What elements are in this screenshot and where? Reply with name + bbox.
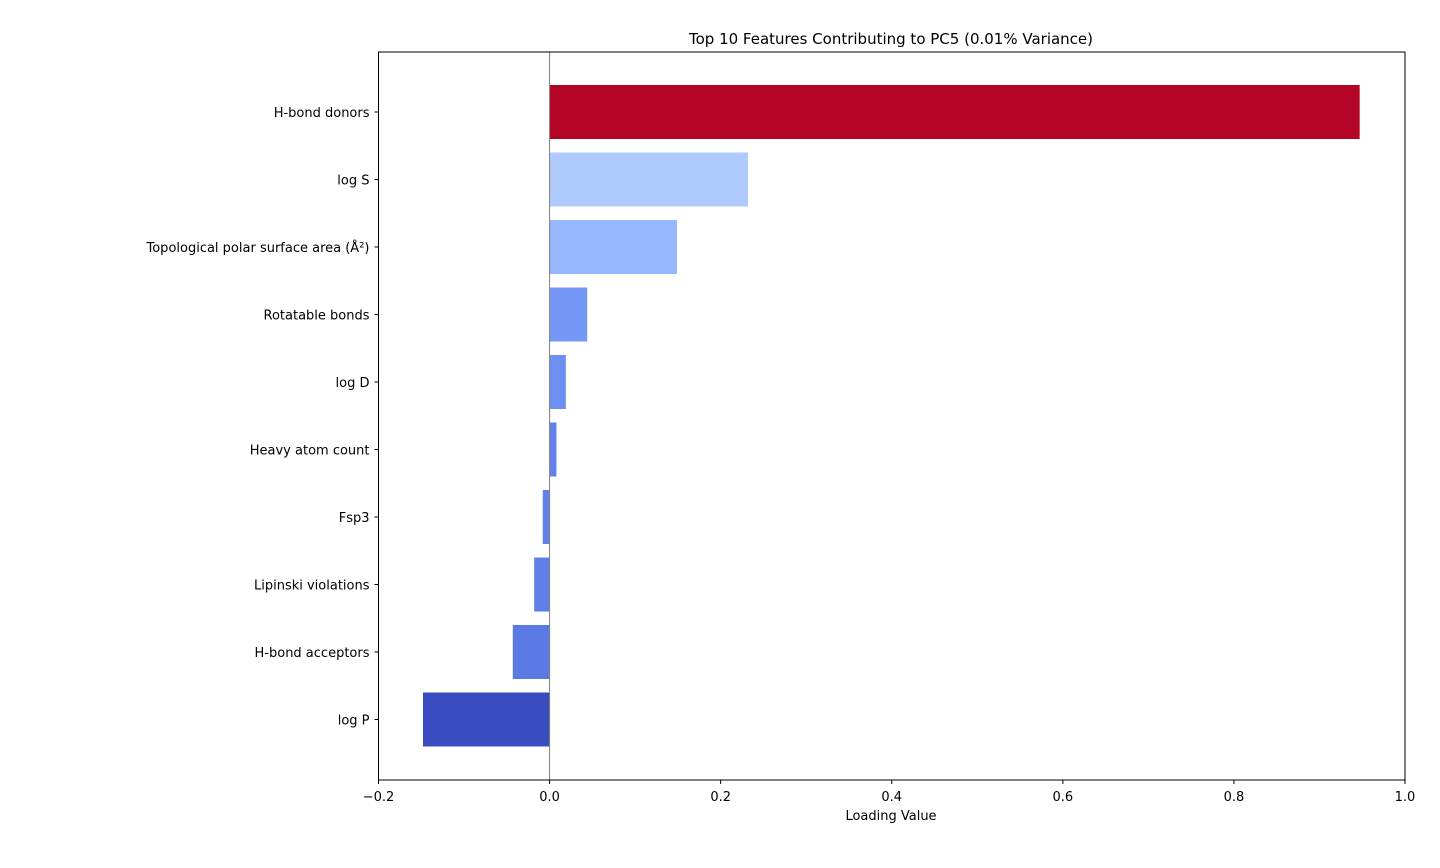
bar (549, 422, 557, 477)
y-tick-label: Lipinski violations (254, 579, 370, 594)
y-tick-label: log P (338, 714, 370, 729)
y-tick-label: H-bond donors (274, 106, 370, 121)
y-axis: H-bond donors log S Topological polar surf… (146, 106, 379, 729)
bar (549, 152, 749, 207)
y-tick-label: H-bond acceptors (255, 646, 370, 661)
bar (549, 355, 566, 409)
bar (549, 85, 1360, 139)
x-tick-label: 0.4 (881, 790, 902, 805)
x-tick-label: 0.0 (539, 790, 560, 805)
bar (512, 625, 550, 679)
y-tick-label: Topological polar surface area (Å²) (146, 240, 370, 256)
chart-title: Top 10 Features Contributing to PC5 (0.0… (688, 30, 1093, 48)
bars-layer (422, 85, 1360, 747)
y-tick-label: Heavy atom count (250, 444, 370, 459)
y-tick-label: Fsp3 (339, 511, 370, 526)
bar (422, 692, 550, 747)
x-tick-label: 1.0 (1395, 790, 1416, 805)
y-tick-label: Rotatable bonds (264, 309, 370, 324)
bar (542, 490, 550, 544)
x-tick-label: 0.6 (1052, 790, 1073, 805)
x-tick-label: 0.2 (710, 790, 731, 805)
bar (549, 287, 588, 342)
bar (534, 557, 550, 612)
x-tick-label: 0.8 (1224, 790, 1245, 805)
y-tick-label: log S (337, 174, 369, 189)
x-axis-label: Loading Value (845, 809, 936, 824)
x-tick-label: −0.2 (363, 790, 395, 805)
bar (549, 220, 678, 274)
x-axis: −0.2 0.0 0.2 0.4 0.6 0.8 1.0 (363, 780, 1416, 805)
y-tick-label: log D (336, 376, 370, 391)
